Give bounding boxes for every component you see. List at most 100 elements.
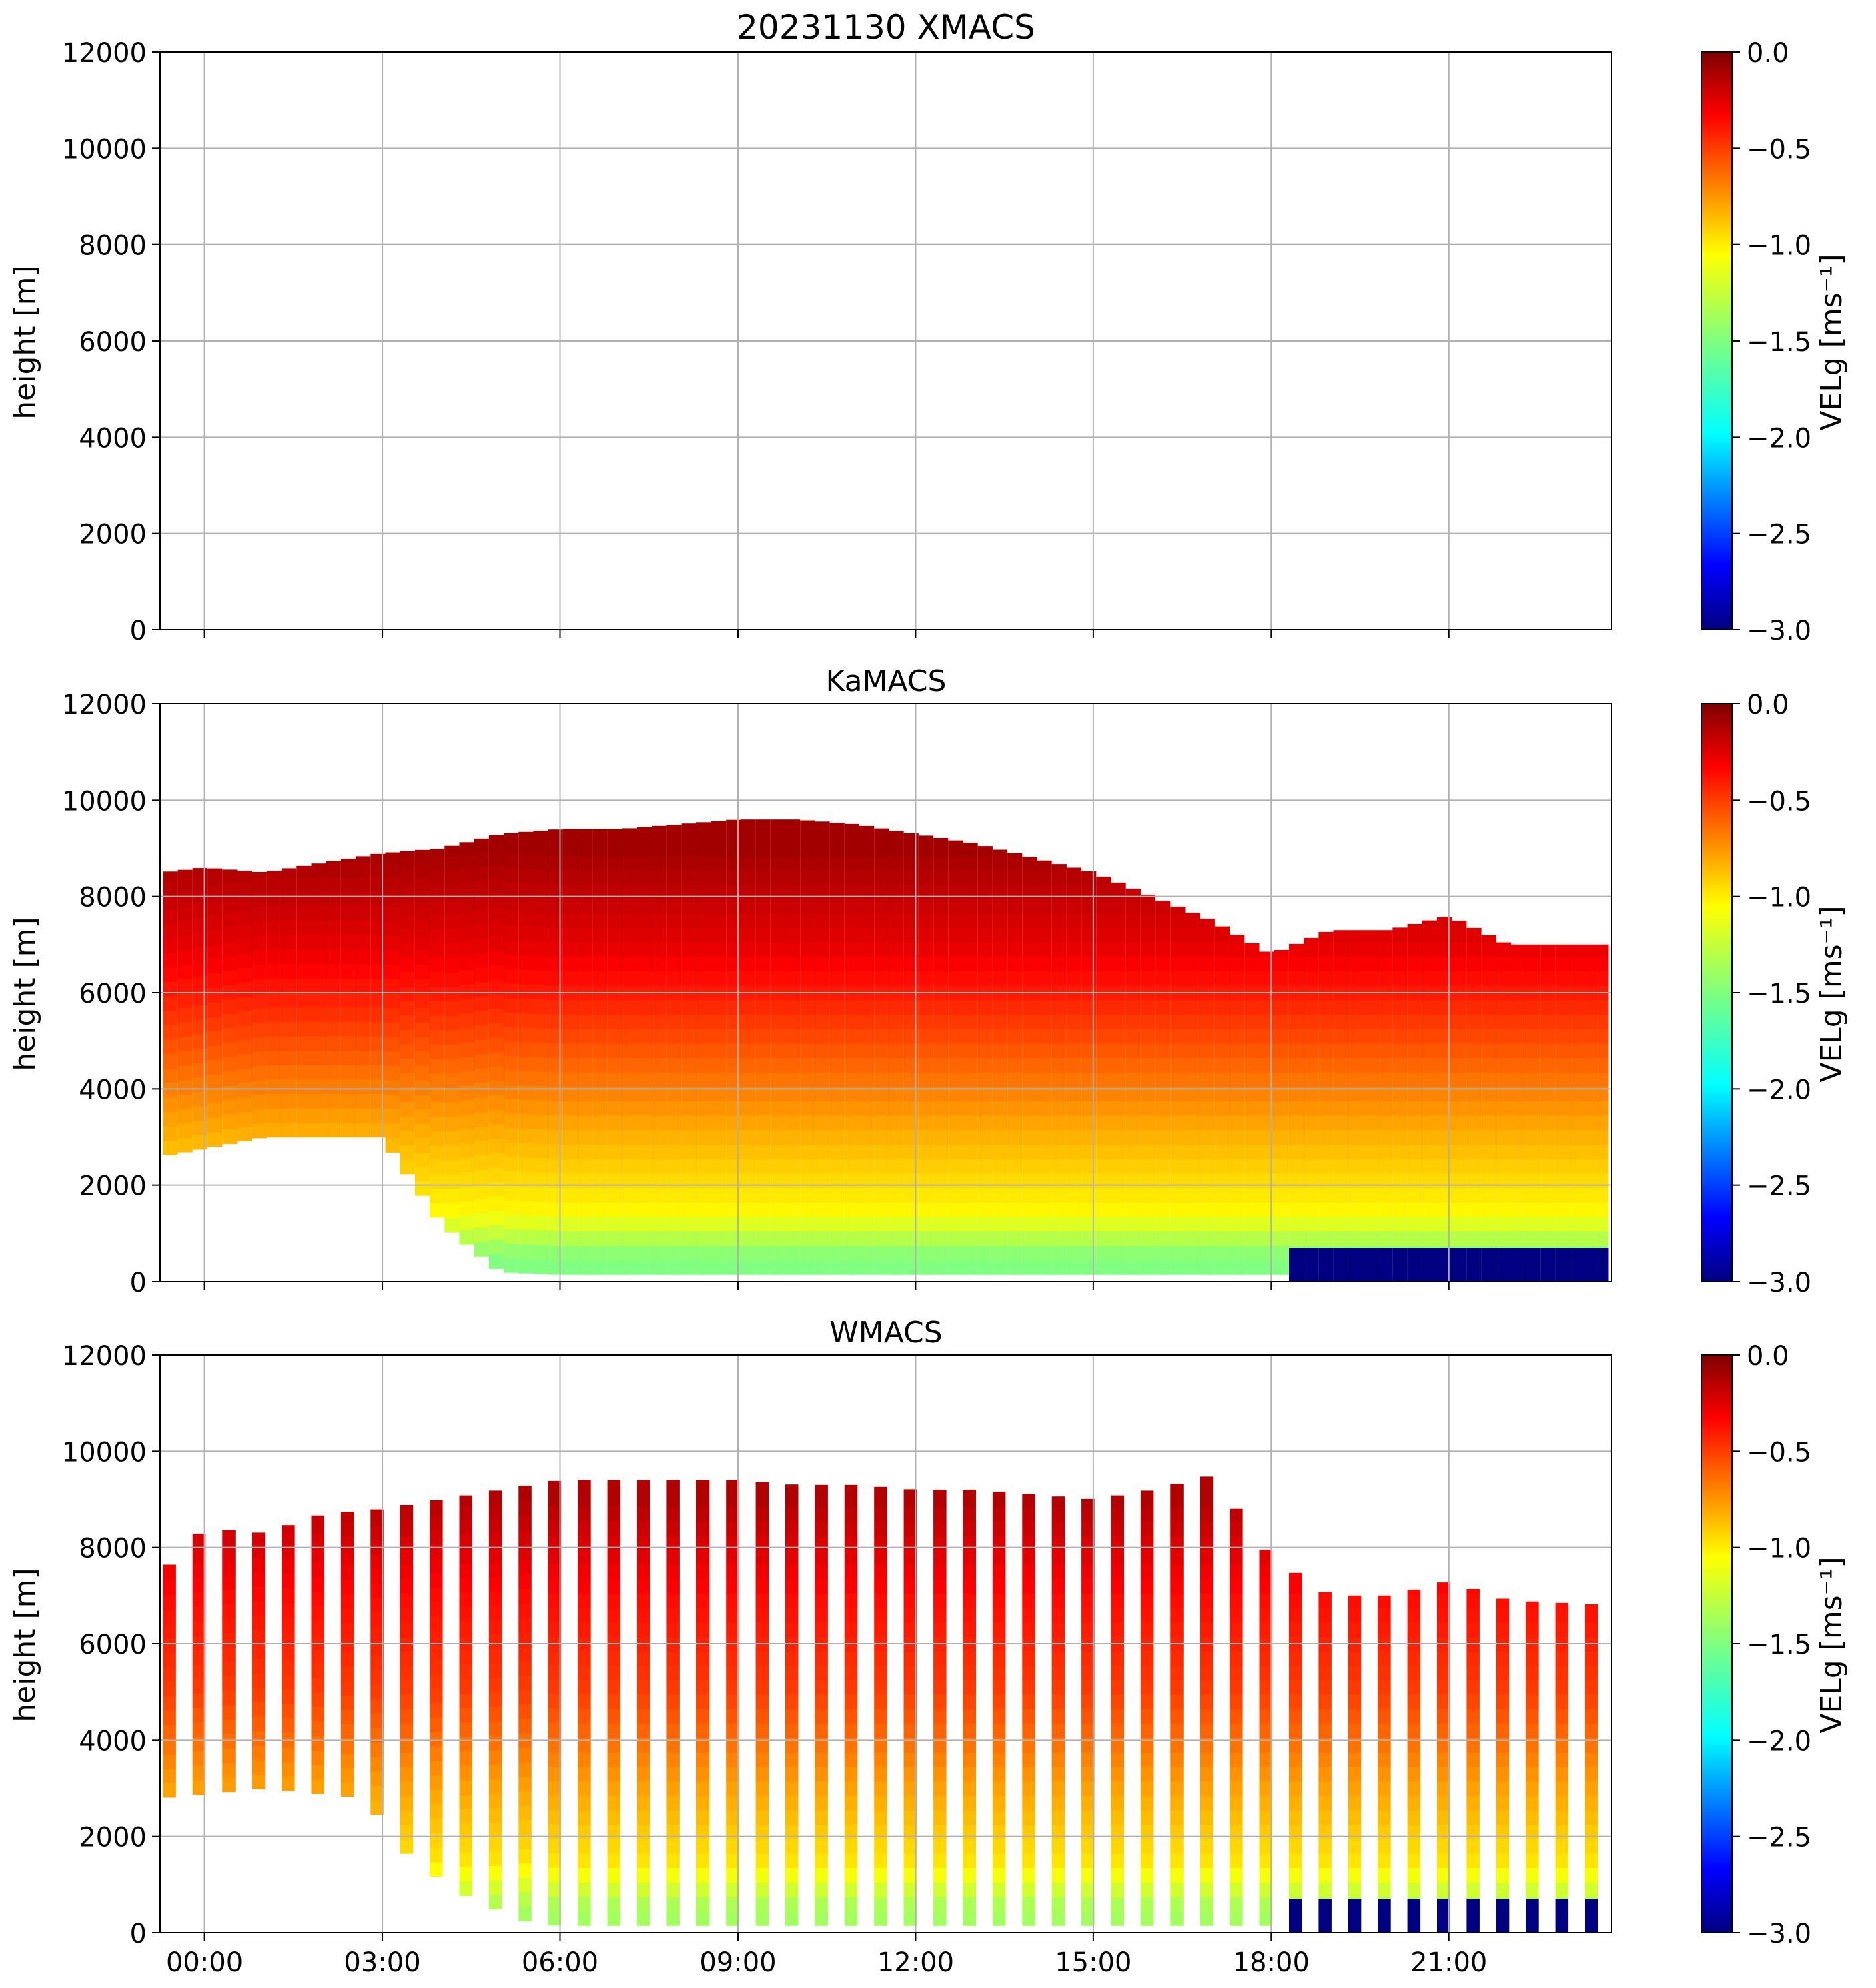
data-cell [1185, 1129, 1200, 1145]
data-cell [1378, 1072, 1393, 1087]
data-cell [829, 1159, 845, 1174]
data-cell [1230, 1535, 1243, 1550]
data-cell [1437, 1231, 1452, 1246]
data-cell [400, 928, 415, 943]
data-cell [948, 971, 963, 986]
data-cell [1348, 1795, 1362, 1811]
data-cell [1140, 1564, 1154, 1580]
data-cell [474, 967, 489, 983]
data-cell [1466, 1173, 1482, 1188]
data-cell [874, 1550, 887, 1565]
data-cell [1304, 1187, 1319, 1203]
data-cell [1318, 1723, 1332, 1738]
data-cell [726, 1492, 739, 1507]
data-cell [726, 1752, 739, 1767]
data-cell [933, 1795, 947, 1811]
data-cell [592, 971, 608, 986]
data-cell [1111, 1201, 1126, 1217]
colorbar-label: VELg [ms⁻¹] [1815, 254, 1849, 430]
data-cell [578, 971, 593, 986]
y-tick-label: 4000 [79, 1075, 147, 1105]
data-cell [548, 1549, 562, 1564]
data-cell [237, 909, 252, 925]
data-cell [1230, 1564, 1243, 1580]
data-cell [548, 1881, 562, 1897]
data-cell [1155, 901, 1171, 914]
data-cell [652, 1057, 667, 1073]
data-cell [296, 935, 312, 950]
data-cell [1259, 1029, 1274, 1044]
data-cell [681, 1231, 696, 1246]
data-cell [1230, 1578, 1243, 1594]
data-cell [400, 1058, 415, 1073]
data-cell [548, 1867, 562, 1883]
data-cell [1214, 1014, 1230, 1029]
data-cell [1555, 1839, 1569, 1854]
data-cell [1170, 1216, 1186, 1231]
data-cell [1200, 1072, 1215, 1087]
data-cell [1407, 1622, 1421, 1637]
data-cell [518, 1071, 534, 1086]
data-cell [1066, 870, 1082, 885]
data-cell [1170, 1484, 1184, 1493]
data-cell [948, 1115, 963, 1131]
data-cell [1007, 1129, 1023, 1145]
data-cell [459, 1085, 474, 1101]
data-cell [874, 1029, 889, 1044]
data-cell [1244, 956, 1260, 972]
data-cell [1378, 1781, 1391, 1796]
colorbar-tick-label: −0.5 [1747, 1437, 1811, 1468]
data-cell [1318, 1622, 1332, 1637]
data-cell [1096, 876, 1111, 885]
data-cell [696, 1201, 711, 1217]
data-cell [163, 1111, 178, 1127]
data-cell [1555, 1144, 1570, 1159]
data-cell [488, 878, 504, 893]
data-cell [1570, 944, 1585, 957]
data-cell [488, 1504, 502, 1520]
data-cell [1022, 1694, 1035, 1710]
data-cell [637, 1607, 650, 1623]
data-cell [1111, 899, 1126, 914]
data-cell [1214, 999, 1230, 1015]
data-cell [977, 846, 993, 856]
data-cell [1318, 1173, 1334, 1188]
data-cell [1259, 1723, 1272, 1738]
data-cell [874, 942, 889, 957]
data-cell [963, 1086, 978, 1101]
data-cell [1230, 1057, 1245, 1073]
colorbar: 0.0−0.5−1.0−1.5−2.0−2.5−3.0 [1701, 690, 1811, 1298]
data-strip [1407, 1590, 1421, 1933]
data-cell [311, 1548, 324, 1563]
data-cell [666, 1245, 682, 1261]
data-cell [237, 967, 252, 983]
data-cell [1140, 971, 1156, 986]
data-cell [1348, 1101, 1363, 1116]
data-cell [430, 957, 445, 973]
data-cell [977, 1115, 993, 1131]
data-cell [518, 1689, 532, 1705]
data-cell [1289, 1824, 1302, 1839]
data-cell [474, 895, 489, 911]
data-cell [1185, 913, 1200, 929]
data-cell [1466, 1029, 1482, 1044]
data-cell [222, 1115, 238, 1130]
data-cell [1407, 1187, 1422, 1203]
data-cell [1111, 1578, 1124, 1594]
data-cell [1155, 1043, 1171, 1058]
data-cell [518, 1502, 532, 1517]
data-cell [311, 935, 326, 950]
data-cell [666, 1593, 680, 1608]
data-cell [726, 913, 741, 929]
data-cell [637, 1043, 652, 1058]
data-cell [889, 1043, 904, 1058]
data-column [1200, 919, 1215, 1275]
data-cell [1466, 956, 1482, 972]
data-cell [1600, 1159, 1609, 1174]
data-cell [1214, 927, 1230, 943]
data-cell [207, 886, 223, 902]
data-cell [829, 884, 845, 899]
data-cell [459, 1520, 472, 1535]
data-cell [785, 1650, 799, 1666]
data-cell [1318, 1115, 1334, 1131]
